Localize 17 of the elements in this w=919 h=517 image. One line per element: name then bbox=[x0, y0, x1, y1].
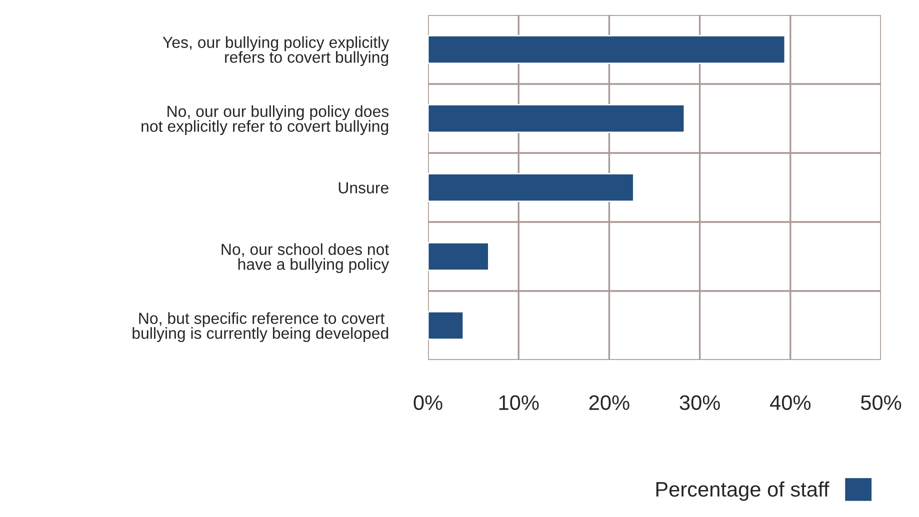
x-tick-label: 40% bbox=[770, 395, 811, 410]
bar bbox=[428, 173, 634, 202]
bar bbox=[428, 242, 490, 271]
bar bbox=[428, 104, 686, 133]
x-tick-label: 50% bbox=[860, 395, 902, 410]
bar bbox=[428, 35, 786, 64]
x-tick-label: 30% bbox=[680, 395, 720, 410]
y-tick-label: No, our school does not have a bullying policy bbox=[222, 243, 390, 274]
x-tick-label: 0% bbox=[414, 395, 442, 410]
y-tick-label: Unsure bbox=[338, 182, 388, 194]
legend-label: Percentage of staff bbox=[656, 481, 830, 501]
x-tick-label: 20% bbox=[589, 395, 630, 410]
y-tick-label: No, our our bullying policy does not explicitly refer to covert bullying bbox=[142, 105, 389, 136]
x-tick-label: 10% bbox=[499, 395, 539, 410]
bar bbox=[428, 311, 464, 340]
y-tick-label: Yes, our bullying policy explicitly refers to covert bullying bbox=[162, 36, 390, 66]
y-tick-label: No, but specific reference to covert bullying is currently being developed bbox=[132, 312, 388, 342]
